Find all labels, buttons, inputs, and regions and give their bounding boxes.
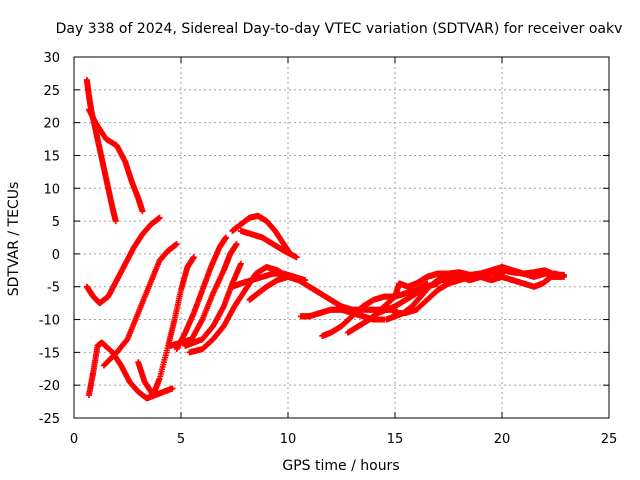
y-tick-label: 30 [43,51,60,66]
y-tick-label: -20 [39,379,60,394]
y-tick-label: 25 [43,84,60,99]
series-arc2 [85,106,146,215]
data-point [139,208,146,215]
data-point [190,254,197,261]
data-point [222,234,229,241]
x-tick-label: 10 [280,432,297,447]
data-point [169,385,176,392]
x-tick-label: 15 [387,432,404,447]
data-point [237,260,244,267]
data-point [293,254,300,261]
series-arc11 [229,212,294,257]
series-arc8 [173,234,229,353]
series-arc23 [445,264,568,280]
x-tick-label: 20 [494,432,511,447]
data-points [83,76,568,402]
x-tick-label: 25 [601,432,618,447]
data-point [112,218,119,225]
x-tick-label: 0 [70,432,78,447]
y-tick-label: -25 [39,412,60,427]
series-arc6 [135,254,197,399]
chart-title: Day 338 of 2024, Sidereal Day-to-day VTE… [56,21,623,37]
series-arc16 [319,280,431,339]
data-point [233,241,240,248]
x-axis-label: GPS time / hours [282,458,399,474]
y-tick-label: 10 [43,182,60,197]
series-arc1 [83,76,119,225]
y-tick-label: -10 [39,314,60,329]
y-tick-label: 0 [52,248,60,263]
series-arc12 [237,227,300,261]
data-point [173,241,180,248]
y-tick-label: -15 [39,346,60,361]
series-arc3 [83,214,163,307]
y-tick-label: 20 [43,117,60,132]
series-arc5 [100,241,180,369]
series-arc22 [434,273,565,290]
grid [74,57,609,418]
axis-ticks: 0 5 10 15 20 25 -25 -20 -15 -10 -5 0 5 10 15 20 25 30 [39,51,618,447]
series-arc9 [182,260,244,349]
data-point [156,214,163,221]
y-axis-label: SDTVAR / TECUs [6,182,22,297]
y-tick-label: 15 [43,149,60,164]
plot-frame [73,56,610,419]
y-tick-label: -5 [47,281,60,296]
x-tick-label: 5 [177,432,185,447]
data-point [561,271,568,278]
y-tick-label: 5 [52,215,60,230]
